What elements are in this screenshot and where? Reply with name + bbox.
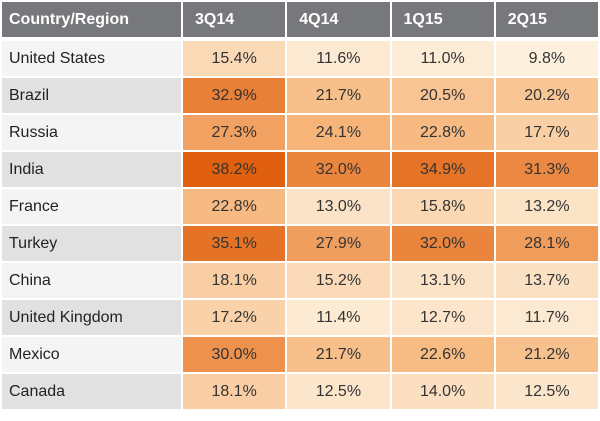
heat-cell: 15.8% [391, 189, 494, 224]
heat-cell: 35.1% [183, 226, 286, 261]
row-label: Mexico [2, 337, 181, 372]
row-label: United Kingdom [2, 300, 181, 335]
heat-cell: 14.0% [391, 374, 494, 409]
heat-cell: 31.3% [495, 152, 598, 187]
table-row: India 38.2% 32.0% 34.9% 31.3% [2, 152, 598, 187]
header-country: Country/Region [2, 2, 181, 39]
heat-cell: 12.5% [495, 374, 598, 409]
heat-cell: 38.2% [183, 152, 286, 187]
header-row: Country/Region 3Q14 4Q14 1Q15 2Q15 [2, 2, 598, 39]
heat-cell: 15.4% [183, 41, 286, 76]
heat-cell: 17.7% [495, 115, 598, 150]
heat-cell: 12.5% [287, 374, 390, 409]
heat-cell: 17.2% [183, 300, 286, 335]
heat-cell: 27.9% [287, 226, 390, 261]
heat-cell: 21.7% [287, 78, 390, 113]
heat-cell: 18.1% [183, 374, 286, 409]
heat-cell: 13.2% [495, 189, 598, 224]
row-label: France [2, 189, 181, 224]
heat-cell: 13.7% [495, 263, 598, 298]
header-3q14: 3Q14 [183, 2, 286, 39]
table-row: Canada 18.1% 12.5% 14.0% 12.5% [2, 374, 598, 409]
table-row: Turkey 35.1% 27.9% 32.0% 28.1% [2, 226, 598, 261]
table-row: China 18.1% 15.2% 13.1% 13.7% [2, 263, 598, 298]
heat-cell: 34.9% [391, 152, 494, 187]
heat-cell: 11.4% [287, 300, 390, 335]
heat-cell: 9.8% [495, 41, 598, 76]
heat-cell: 24.1% [287, 115, 390, 150]
table-row: Brazil 32.9% 21.7% 20.5% 20.2% [2, 78, 598, 113]
heat-cell: 32.0% [391, 226, 494, 261]
heat-cell: 28.1% [495, 226, 598, 261]
heat-cell: 11.0% [391, 41, 494, 76]
heat-cell: 21.7% [287, 337, 390, 372]
heat-cell: 32.9% [183, 78, 286, 113]
table-row: United Kingdom 17.2% 11.4% 12.7% 11.7% [2, 300, 598, 335]
heat-cell: 11.6% [287, 41, 390, 76]
table-row: United States 15.4% 11.6% 11.0% 9.8% [2, 41, 598, 76]
heat-cell: 13.0% [287, 189, 390, 224]
row-label: Brazil [2, 78, 181, 113]
heat-cell: 15.2% [287, 263, 390, 298]
row-label: United States [2, 41, 181, 76]
heat-cell: 32.0% [287, 152, 390, 187]
heat-cell: 22.8% [183, 189, 286, 224]
header-2q15: 2Q15 [495, 2, 598, 39]
heat-cell: 22.6% [391, 337, 494, 372]
row-label: India [2, 152, 181, 187]
heat-cell: 22.8% [391, 115, 494, 150]
heat-cell: 20.5% [391, 78, 494, 113]
heat-cell: 27.3% [183, 115, 286, 150]
heat-cell: 20.2% [495, 78, 598, 113]
heat-cell: 30.0% [183, 337, 286, 372]
heat-cell: 21.2% [495, 337, 598, 372]
heat-cell: 12.7% [391, 300, 494, 335]
row-label: Canada [2, 374, 181, 409]
row-label: China [2, 263, 181, 298]
table-row: Russia 27.3% 24.1% 22.8% 17.7% [2, 115, 598, 150]
header-1q15: 1Q15 [391, 2, 494, 39]
table-row: Mexico 30.0% 21.7% 22.6% 21.2% [2, 337, 598, 372]
heat-cell: 18.1% [183, 263, 286, 298]
heat-cell: 11.7% [495, 300, 598, 335]
heatmap-table: Country/Region 3Q14 4Q14 1Q15 2Q15 Unite… [2, 2, 598, 409]
header-4q14: 4Q14 [287, 2, 390, 39]
row-label: Russia [2, 115, 181, 150]
row-label: Turkey [2, 226, 181, 261]
heat-cell: 13.1% [391, 263, 494, 298]
table-body: United States 15.4% 11.6% 11.0% 9.8% Brazil 32… [2, 41, 598, 409]
table-row: France 22.8% 13.0% 15.8% 13.2% [2, 189, 598, 224]
